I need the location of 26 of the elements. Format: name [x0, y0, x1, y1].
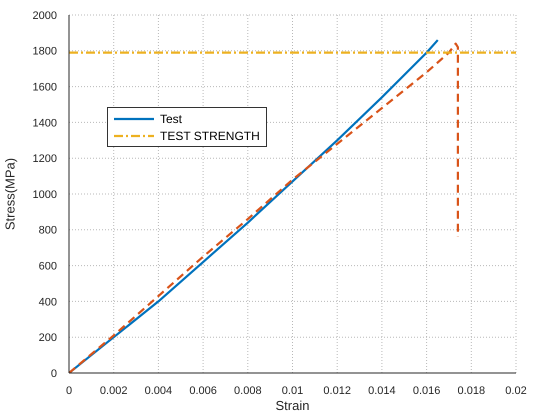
y-tick-label: 1000: [32, 188, 57, 201]
x-tick-label: 0.008: [234, 384, 262, 397]
y-tick-label: 2000: [32, 10, 57, 22]
legend-label: TEST STRENGTH: [160, 128, 260, 142]
y-tick-label: 0: [50, 368, 57, 380]
x-tick-label: 0.004: [144, 384, 172, 397]
x-tick-label: 0.014: [368, 384, 396, 397]
x-tick-label: 0.006: [189, 384, 217, 397]
y-tick-label: 1400: [32, 117, 57, 130]
y-tick-label: 400: [38, 296, 57, 308]
x-tick-label: 0.018: [458, 384, 486, 397]
x-tick-label: 0.012: [323, 384, 351, 397]
y-tick-label: 200: [38, 332, 57, 344]
x-tick-label: 0: [66, 384, 72, 397]
y-tick-label: 1200: [32, 153, 57, 166]
x-tick-label: 0.016: [412, 384, 440, 397]
y-tick-label: 800: [38, 224, 57, 237]
legend-label: Test: [160, 112, 182, 126]
y-axis-title: Stress(MPa): [2, 158, 18, 230]
y-tick-label: 1800: [32, 46, 57, 58]
x-tick-label: 0.002: [100, 384, 128, 397]
y-tick-label: 1600: [32, 82, 57, 94]
x-tick-label: 0.02: [505, 384, 527, 397]
y-tick-label: 600: [38, 260, 57, 273]
x-axis-title: Strain: [276, 398, 310, 413]
x-tick-label: 0.01: [282, 384, 304, 397]
